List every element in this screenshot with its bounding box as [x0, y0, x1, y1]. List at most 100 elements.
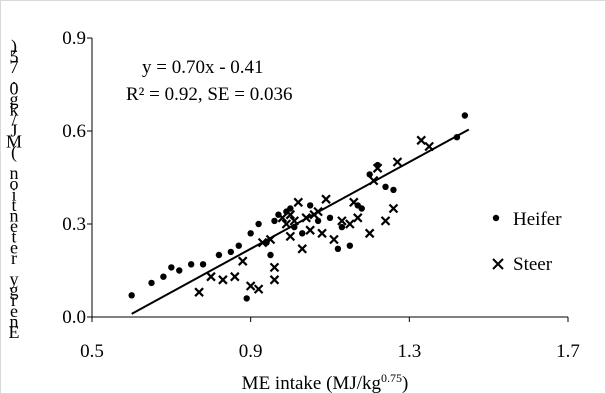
data-point-steer	[230, 271, 240, 282]
data-point-heifer	[382, 183, 389, 190]
data-point-heifer	[215, 251, 223, 259]
data-point-stroke	[194, 287, 204, 297]
y-axis-label-char: e	[10, 237, 18, 257]
data-point-heifer	[287, 205, 294, 212]
data-point-stroke	[416, 135, 427, 146]
data-point-heifer	[148, 279, 155, 287]
data-point-heifer	[334, 245, 342, 252]
data-point-steer	[289, 216, 300, 226]
y-axis-label-char: M	[6, 131, 22, 151]
data-point-heifer	[390, 186, 397, 194]
data-point-stroke	[285, 209, 296, 220]
data-point-steer	[301, 213, 311, 223]
data-point-heifer	[247, 230, 254, 237]
data-point-stroke	[329, 234, 339, 245]
data-point-heifer	[326, 214, 334, 221]
data-point-stroke	[277, 213, 288, 223]
data-point-stroke	[301, 213, 311, 223]
legend-steer-marker	[492, 258, 504, 270]
y-axis-label-char: t	[11, 227, 16, 247]
data-point-heifer	[160, 273, 167, 280]
data-point-steer	[380, 216, 391, 226]
y-axis-label-char: g	[10, 89, 19, 109]
series-steer	[194, 135, 434, 297]
y-axis-label-char: 5	[10, 47, 19, 67]
data-point-stroke	[269, 275, 280, 285]
data-point-heifer	[128, 292, 135, 299]
data-point-steer	[269, 262, 280, 273]
axes-layer	[87, 37, 569, 322]
data-point-stroke	[281, 219, 292, 229]
data-point-steer	[293, 197, 304, 208]
data-point-steer	[206, 271, 216, 282]
regression-stats: R² = 0.92, SE = 0.036	[126, 84, 292, 105]
data-point-stroke	[380, 216, 391, 226]
data-point-stroke	[253, 284, 264, 294]
data-point-stroke	[289, 216, 300, 226]
data-point-steer	[329, 234, 339, 245]
data-point-steer	[364, 228, 375, 239]
data-point-steer	[392, 157, 403, 167]
data-point-heifer	[168, 264, 175, 271]
y-axis-label-char: (	[11, 142, 17, 163]
data-point-steer	[285, 209, 296, 220]
trendline-layer	[131, 128, 470, 315]
data-point-stroke	[218, 275, 228, 285]
data-point-heifer	[199, 261, 207, 268]
data-point-steer	[424, 141, 434, 152]
y-axis-label-char: r	[11, 290, 17, 310]
data-point-heifer	[255, 220, 262, 228]
data-point-steer	[194, 287, 204, 297]
y-axis-label-char: t	[11, 195, 16, 215]
data-point-heifer	[366, 171, 373, 178]
data-point-steer	[297, 244, 308, 254]
y-axis-label-char: e	[10, 301, 18, 321]
data-point-steer	[337, 216, 347, 226]
data-point-steer	[305, 225, 315, 235]
data-point-stroke	[293, 197, 304, 208]
legend-heifer-marker	[492, 214, 500, 222]
data-point-stroke	[237, 256, 248, 266]
data-point-steer	[245, 281, 256, 291]
y-axis-label-char: r	[11, 248, 17, 268]
x-axis-label: ME intake (MJ/kg0.75)	[242, 371, 409, 394]
data-point-stroke	[269, 262, 280, 273]
data-point-steer	[218, 275, 228, 285]
data-point-steer	[265, 234, 276, 245]
x-axis-label-sup: 0.75	[381, 371, 402, 385]
data-point-heifer	[338, 223, 346, 231]
data-point-heifer	[306, 202, 314, 209]
y-axis-label-char: o	[10, 174, 19, 194]
data-point-steer	[368, 175, 379, 186]
y-axis-label-char: /	[11, 110, 16, 130]
x-tick-label: 1.7	[556, 341, 580, 362]
data-point-heifer	[453, 134, 461, 141]
y-axis-label-char: 7	[10, 57, 19, 77]
data-point-stroke	[245, 281, 256, 291]
y-axis-label-char: E	[9, 322, 20, 342]
data-point-heifer	[299, 230, 306, 237]
y-axis-label-char: n	[10, 205, 19, 225]
y-axis-label-char: 0	[10, 78, 19, 98]
data-point-heifer	[291, 223, 298, 231]
data-point-stroke	[285, 231, 296, 242]
data-point-stroke	[265, 234, 276, 245]
data-point-heifer	[176, 267, 183, 274]
x-tick-label: 0.9	[239, 341, 263, 362]
data-point-steer	[237, 256, 248, 266]
points-layer	[128, 112, 469, 302]
x-axis-label-main: ME intake (MJ/kg	[242, 373, 382, 394]
y-axis-label-char: e	[10, 216, 18, 236]
data-point-stroke	[388, 203, 399, 214]
data-point-heifer	[346, 242, 354, 249]
y-axis-label-char: n	[10, 163, 19, 183]
data-point-heifer	[358, 205, 365, 212]
data-point-heifer	[271, 217, 278, 225]
data-point-stroke	[321, 194, 331, 204]
data-point-steer	[277, 213, 288, 223]
data-point-stroke	[364, 228, 375, 239]
data-point-steer	[321, 194, 331, 204]
data-point-heifer	[243, 295, 250, 302]
